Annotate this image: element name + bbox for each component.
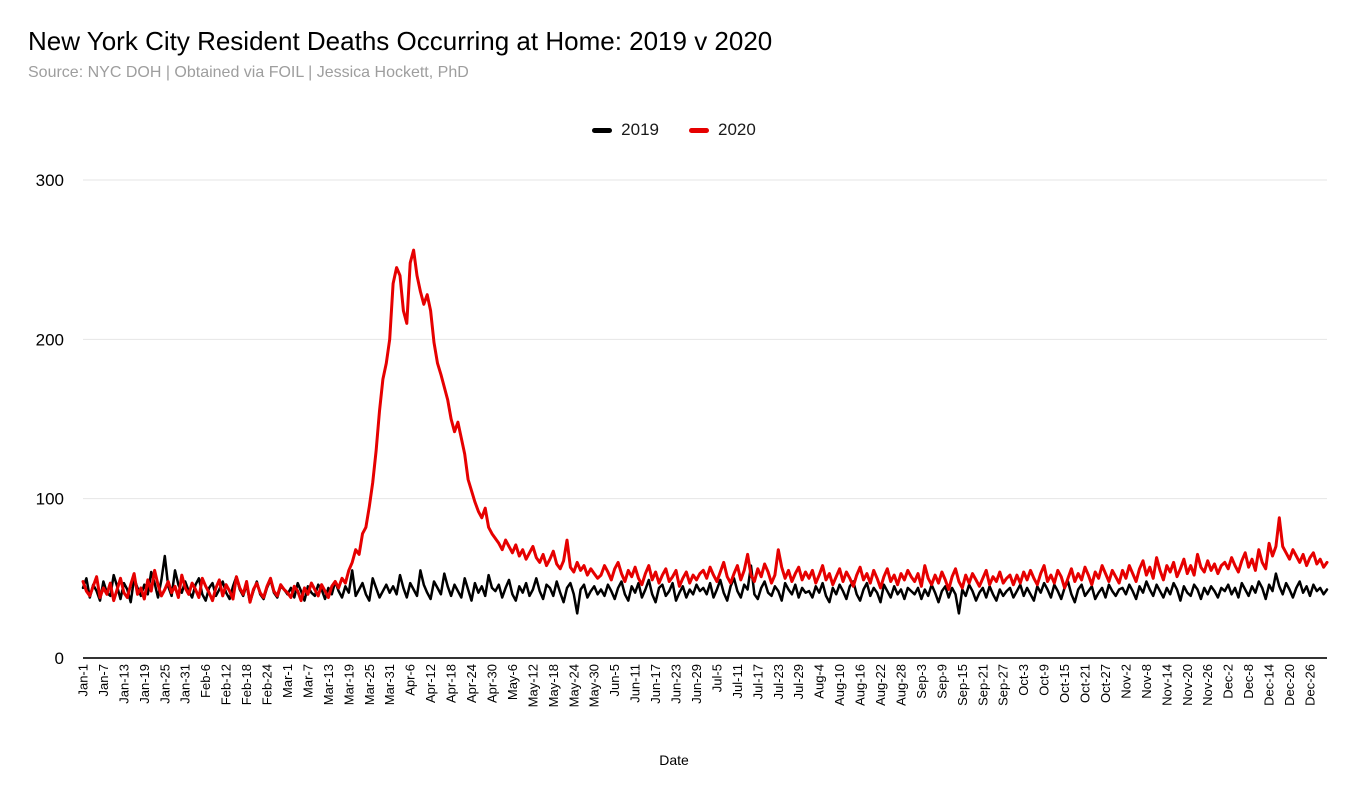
svg-text:Mar-7: Mar-7 — [300, 664, 315, 698]
svg-text:300: 300 — [36, 171, 64, 190]
legend-label-2020: 2020 — [718, 120, 756, 139]
svg-text:Dec-2: Dec-2 — [1221, 664, 1236, 699]
legend-label-2019: 2019 — [621, 120, 659, 139]
svg-text:Oct-15: Oct-15 — [1057, 664, 1072, 703]
legend-item-2019: 2019 — [592, 120, 659, 140]
svg-text:Jan-13: Jan-13 — [116, 664, 131, 704]
svg-text:Nov-2: Nov-2 — [1118, 664, 1133, 699]
svg-text:Nov-8: Nov-8 — [1139, 664, 1154, 699]
svg-text:Jun-11: Jun-11 — [628, 664, 643, 703]
svg-text:Aug-4: Aug-4 — [812, 664, 827, 699]
svg-text:Aug-22: Aug-22 — [873, 664, 888, 706]
svg-text:Jan-25: Jan-25 — [157, 664, 172, 704]
svg-text:Nov-20: Nov-20 — [1180, 664, 1195, 706]
svg-text:Apr-6: Apr-6 — [403, 664, 418, 696]
legend-item-2020: 2020 — [689, 120, 756, 140]
svg-text:Jul-17: Jul-17 — [750, 664, 765, 699]
svg-text:Feb-24: Feb-24 — [260, 664, 275, 705]
svg-text:0: 0 — [55, 649, 64, 668]
line-2019 — [81, 554, 1329, 615]
svg-text:Mar-31: Mar-31 — [382, 664, 397, 705]
svg-text:Oct-3: Oct-3 — [1016, 664, 1031, 696]
svg-text:Jan-1: Jan-1 — [76, 664, 91, 697]
svg-text:Apr-12: Apr-12 — [423, 664, 438, 703]
svg-text:Mar-19: Mar-19 — [341, 664, 356, 705]
svg-text:Jun-29: Jun-29 — [689, 664, 704, 704]
svg-text:May-24: May-24 — [566, 664, 581, 707]
svg-text:Oct-27: Oct-27 — [1098, 664, 1113, 703]
svg-text:Sep-21: Sep-21 — [975, 664, 990, 706]
svg-text:Oct-21: Oct-21 — [1078, 664, 1093, 703]
svg-text:Sep-3: Sep-3 — [914, 664, 929, 699]
y-axis-tick-labels: 0 100 200 300 — [36, 171, 64, 668]
x-axis-title: Date — [659, 752, 689, 768]
svg-text:Mar-1: Mar-1 — [280, 664, 295, 698]
x-axis-tick-labels: Jan-1 Jan-7 Jan-13 Jan-19 Jan-25 Jan-31 Feb-6 F… — [76, 664, 1318, 707]
svg-text:Sep-27: Sep-27 — [996, 664, 1011, 706]
svg-text:Oct-9: Oct-9 — [1037, 664, 1052, 696]
svg-text:Nov-26: Nov-26 — [1200, 664, 1215, 706]
svg-text:Apr-24: Apr-24 — [464, 664, 479, 703]
gridlines — [83, 179, 1327, 659]
svg-text:Sep-9: Sep-9 — [934, 664, 949, 699]
svg-text:Jul-23: Jul-23 — [771, 664, 786, 699]
svg-text:Aug-10: Aug-10 — [832, 664, 847, 706]
svg-text:Jul-29: Jul-29 — [791, 664, 806, 699]
svg-text:200: 200 — [36, 330, 64, 349]
legend-swatch-2019-icon — [592, 127, 613, 133]
svg-text:Jun-17: Jun-17 — [648, 664, 663, 704]
data-series-lines — [81, 248, 1329, 615]
svg-text:May-6: May-6 — [505, 664, 520, 700]
svg-text:Dec-14: Dec-14 — [1262, 664, 1277, 706]
svg-text:Mar-13: Mar-13 — [321, 664, 336, 705]
svg-text:Apr-30: Apr-30 — [484, 664, 499, 703]
svg-text:Jan-7: Jan-7 — [96, 664, 111, 697]
svg-text:Dec-26: Dec-26 — [1302, 664, 1317, 706]
chart-legend: 2019 2020 — [0, 117, 1348, 143]
svg-text:Mar-25: Mar-25 — [362, 664, 377, 705]
svg-text:Jan-19: Jan-19 — [137, 664, 152, 704]
svg-text:Feb-6: Feb-6 — [198, 664, 213, 698]
svg-text:Jan-31: Jan-31 — [178, 664, 193, 704]
svg-text:Jul-5: Jul-5 — [709, 664, 724, 692]
svg-text:Sep-15: Sep-15 — [955, 664, 970, 706]
svg-text:Apr-18: Apr-18 — [444, 664, 459, 703]
svg-text:Feb-18: Feb-18 — [239, 664, 254, 705]
svg-text:Aug-16: Aug-16 — [853, 664, 868, 706]
legend-swatch-2020-icon — [689, 127, 709, 133]
svg-text:May-18: May-18 — [546, 664, 561, 707]
svg-text:Dec-20: Dec-20 — [1282, 664, 1297, 706]
chart-title: New York City Resident Deaths Occurring … — [28, 26, 773, 56]
svg-text:Dec-8: Dec-8 — [1241, 664, 1256, 699]
svg-text:Aug-28: Aug-28 — [893, 664, 908, 706]
svg-text:Jul-11: Jul-11 — [730, 664, 745, 698]
svg-text:Feb-12: Feb-12 — [219, 664, 234, 705]
line-2020 — [81, 248, 1329, 604]
chart-subtitle: Source: NYC DOH | Obtained via FOIL | Je… — [28, 64, 469, 81]
svg-text:100: 100 — [36, 490, 64, 509]
svg-text:Nov-14: Nov-14 — [1159, 664, 1174, 706]
svg-text:May-30: May-30 — [587, 664, 602, 707]
svg-text:May-12: May-12 — [525, 664, 540, 707]
svg-text:Jun-23: Jun-23 — [669, 664, 684, 704]
svg-text:Jun-5: Jun-5 — [607, 664, 622, 697]
